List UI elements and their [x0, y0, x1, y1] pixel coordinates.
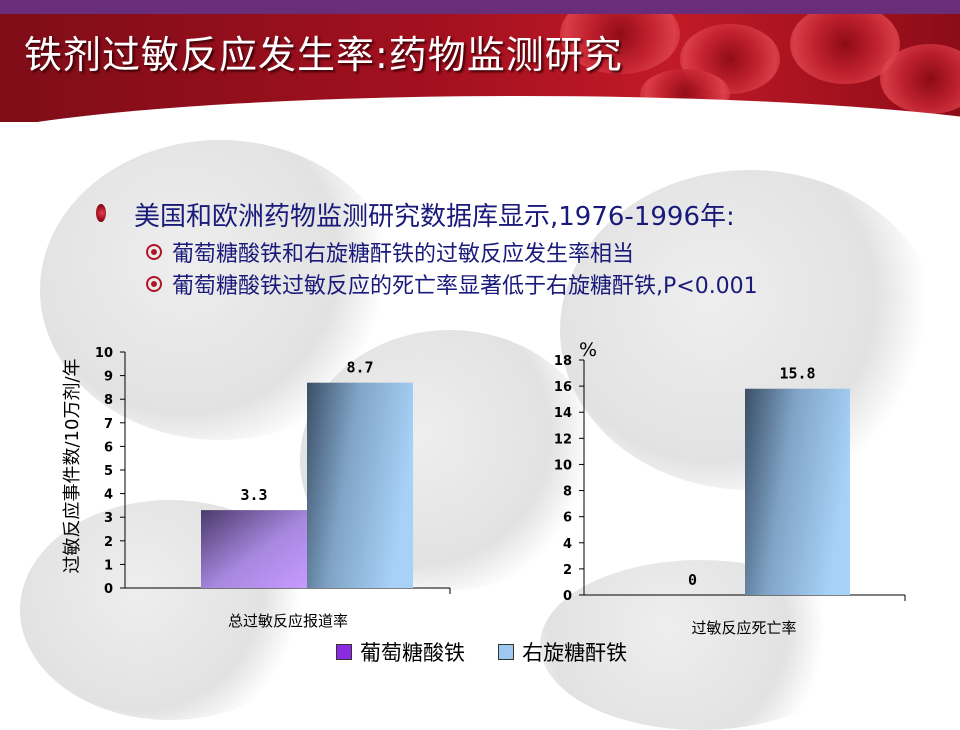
- y-axis-title: 过敏反应事件数/10万剂/年: [62, 358, 83, 573]
- y-tick-label: 6: [563, 511, 572, 526]
- sub-point: 葡萄糖酸铁和右旋糖酐铁的过敏反应发生率相当: [146, 236, 634, 268]
- y-tick-label: 10: [554, 458, 572, 473]
- y-tick-label: 16: [554, 380, 572, 395]
- y-tick-label: 0: [563, 589, 572, 604]
- y-tick-label: 7: [104, 417, 113, 432]
- blood-cell-decoration: [880, 44, 960, 114]
- y-tick-label: 2: [563, 563, 572, 578]
- main-point: 美国和欧洲药物监测研究数据库显示,1976-1996年:: [134, 202, 735, 232]
- y-tick-label: 3: [104, 511, 113, 526]
- y-tick-label: 4: [104, 488, 113, 503]
- y-tick-label: 9: [104, 370, 113, 385]
- page-title: 铁剂过敏反应发生率:药物监测研究: [24, 33, 623, 77]
- bar: [745, 388, 850, 595]
- chart-total-reaction-rate: 0 1 2 3 4 5 6 7 8 9 10 3.3 8.7 总过敏反应报道率 过敏反应事件数/10万剂/年: [62, 346, 451, 630]
- y-tick-label: 0: [104, 582, 113, 597]
- legend-label: 右旋糖酐铁: [522, 641, 628, 665]
- header-banner: [0, 14, 960, 122]
- x-axis-label: 总过敏反应报道率: [228, 612, 348, 630]
- y-tick-label: 10: [95, 346, 113, 361]
- sub-point-text: 葡萄糖酸铁过敏反应的死亡率显著低于右旋糖酐铁,P<0.001: [172, 274, 758, 299]
- x-axis-label: 过敏反应死亡率: [691, 619, 796, 637]
- y-tick-label: 1: [104, 558, 113, 573]
- y-tick-label: 5: [104, 464, 113, 479]
- legend-swatch: [336, 644, 352, 660]
- legend-swatch: [498, 644, 515, 660]
- legend-item: 右旋糖酐铁: [498, 637, 627, 667]
- data-label: 0: [688, 571, 697, 589]
- y-tick-label: 4: [563, 537, 572, 552]
- data-label: 8.7: [346, 359, 373, 377]
- legend-item: 葡萄糖酸铁: [336, 637, 465, 667]
- circle-bullet-icon: [146, 244, 162, 260]
- circle-bullet-icon: [146, 276, 162, 292]
- legend-label: 葡萄糖酸铁: [360, 641, 465, 665]
- sub-point-text: 葡萄糖酸铁和右旋糖酐铁的过敏反应发生率相当: [172, 242, 635, 267]
- bar: [307, 382, 413, 588]
- chart-mortality-rate: 0 2 4 6 8 10 12 14 16 18 0 15.8 过敏反应死亡率%: [554, 339, 906, 637]
- y-tick-label: 2: [104, 535, 113, 550]
- y-tick-label: 14: [554, 406, 572, 421]
- data-label: 3.3: [240, 486, 267, 504]
- y-tick-label: 12: [554, 432, 572, 447]
- y-tick-label: 8: [563, 485, 572, 500]
- sub-point: 葡萄糖酸铁过敏反应的死亡率显著低于右旋糖酐铁,P<0.001: [146, 268, 758, 300]
- y-tick-label: 18: [554, 354, 572, 369]
- y-tick-label: 8: [104, 393, 113, 408]
- y-tick-label: 6: [104, 440, 113, 455]
- bar: [201, 510, 307, 588]
- unit-label: %: [579, 339, 597, 361]
- top-stripe: [0, 0, 960, 14]
- data-label: 15.8: [779, 365, 815, 383]
- legend: 葡萄糖酸铁 右旋糖酐铁: [336, 637, 655, 667]
- bullet-icon: [96, 204, 106, 222]
